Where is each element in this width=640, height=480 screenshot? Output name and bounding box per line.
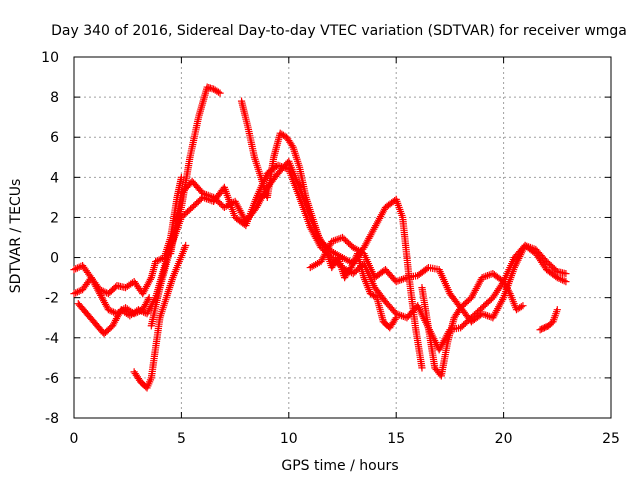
y-tick-label: -8: [45, 411, 59, 427]
series-track-4: [130, 241, 190, 392]
y-tick-label: 4: [50, 170, 59, 186]
x-tick-label: 5: [177, 431, 186, 447]
data-points: [70, 83, 570, 392]
y-tick-label: -6: [45, 371, 59, 387]
data-point: [216, 89, 224, 97]
y-tick-label: 6: [50, 130, 59, 146]
y-tick-label: 0: [50, 251, 59, 267]
data-point: [182, 241, 190, 250]
chart-title: Day 340 of 2016, Sidereal Day-to-day VTE…: [51, 23, 627, 39]
plot-frame: [73, 56, 612, 419]
series-track-10: [536, 306, 561, 334]
y-tick-label: -2: [45, 291, 59, 307]
x-tick-label: 15: [387, 431, 405, 447]
data-point: [562, 278, 570, 286]
data-point: [145, 294, 153, 302]
data-point: [553, 306, 561, 314]
grid: [74, 57, 611, 418]
data-point: [418, 364, 426, 372]
x-tick-label: 10: [280, 431, 298, 447]
y-axis-label: SDTVAR / TECUs: [8, 179, 24, 294]
x-tick-label: 0: [70, 431, 79, 447]
y-tick-label: 8: [50, 90, 59, 106]
series-track-7: [237, 97, 400, 332]
series-track-9: [418, 270, 527, 380]
data-point: [392, 314, 400, 322]
data-point: [562, 270, 570, 278]
x-tick-label: 20: [495, 431, 513, 447]
x-tick-label: 25: [602, 431, 620, 447]
y-tick-label: -4: [45, 331, 59, 347]
axis-ticks: 0 5 10 15 20 25 -8 -6 -4 -2 0 2 4 6 8 10: [41, 50, 620, 447]
y-tick-label: 10: [41, 50, 59, 66]
x-axis-label: GPS time / hours: [281, 458, 398, 474]
data-point: [519, 302, 527, 310]
data-point: [177, 173, 185, 181]
y-tick-label: 2: [50, 210, 59, 226]
